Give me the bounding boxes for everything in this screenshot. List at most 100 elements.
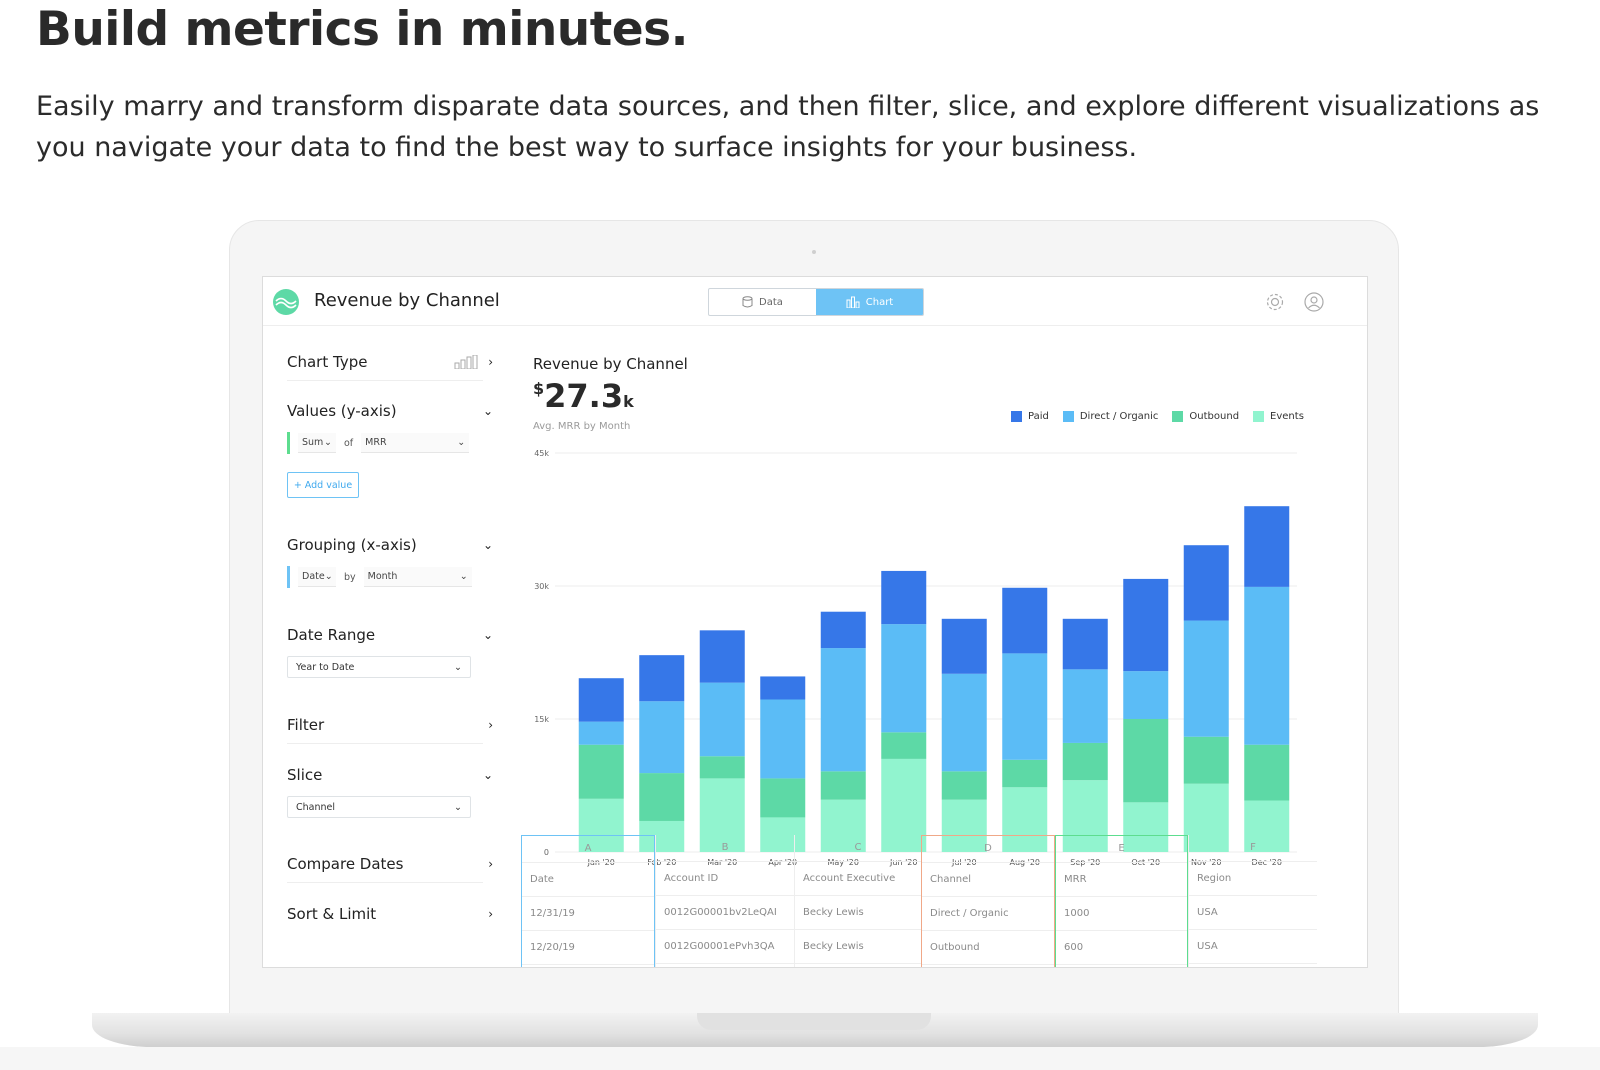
slice-select[interactable]: Channel ⌄ xyxy=(287,796,471,818)
bar-segment-outbound[interactable] xyxy=(760,778,806,818)
table-cell[interactable]: USA xyxy=(1189,896,1317,930)
slice-header[interactable]: Slice ⌄ xyxy=(287,760,493,790)
bar-segment-events[interactable] xyxy=(699,778,745,852)
table-cell[interactable]: Direct / Organic xyxy=(922,897,1054,931)
bar-segment-outbound[interactable] xyxy=(881,732,927,759)
chart-type-section[interactable]: Chart Type › xyxy=(287,347,493,377)
table-cell[interactable]: 12/20/19 xyxy=(522,931,654,965)
bar-segment-paid[interactable] xyxy=(760,676,806,700)
bar-segment-events[interactable] xyxy=(1183,783,1229,852)
bar-segment-events[interactable] xyxy=(1002,787,1048,852)
chevron-down-icon: ⌄ xyxy=(482,628,493,642)
bar-segment-paid[interactable] xyxy=(578,678,624,722)
value-field-value: MRR xyxy=(365,437,387,448)
x-tick-label: Dec '20 xyxy=(1252,858,1282,867)
bar-segment-paid[interactable] xyxy=(1062,618,1108,670)
grouping-unit-select[interactable]: Month ⌄ xyxy=(363,567,472,587)
value-accent xyxy=(287,432,290,454)
add-value-button[interactable]: + Add value xyxy=(287,472,359,498)
table-cell[interactable]: Becky Lewis xyxy=(795,930,921,964)
column-letter[interactable]: F xyxy=(1189,835,1317,862)
table-cell[interactable]: 0012G00001ePvh3QA xyxy=(656,930,794,964)
user-icon[interactable] xyxy=(1303,291,1325,313)
bar-segment-outbound[interactable] xyxy=(1183,736,1229,784)
bar-segment-outbound[interactable] xyxy=(1062,742,1108,781)
bar-segment-outbound[interactable] xyxy=(699,756,745,779)
column-letter[interactable]: B xyxy=(656,835,794,862)
bar-segment-direct-organic[interactable] xyxy=(1123,671,1169,719)
column-header[interactable]: Channel xyxy=(922,863,1054,897)
bar-segment-direct-organic[interactable] xyxy=(1062,669,1108,743)
column-header[interactable]: MRR xyxy=(1056,863,1187,897)
bar-segment-paid[interactable] xyxy=(699,630,745,683)
column-header[interactable]: Region xyxy=(1189,862,1317,896)
bar-segment-paid[interactable] xyxy=(1002,587,1048,654)
bar-segment-outbound[interactable] xyxy=(941,771,987,800)
bar-segment-direct-organic[interactable] xyxy=(820,648,866,772)
legend-label-paid: Paid xyxy=(1028,411,1049,422)
bar-segment-events[interactable] xyxy=(578,798,624,852)
bar-segment-events[interactable] xyxy=(820,799,866,852)
column-header[interactable]: Account Executive xyxy=(795,862,921,896)
bar-segment-direct-organic[interactable] xyxy=(881,624,927,733)
values-header[interactable]: Values (y-axis) ⌄ xyxy=(287,396,493,426)
legend-label-direct: Direct / Organic xyxy=(1079,411,1159,422)
bar-segment-direct-organic[interactable] xyxy=(699,682,745,757)
column-header[interactable]: Account ID xyxy=(656,862,794,896)
table-cell[interactable]: 1000 xyxy=(1056,897,1187,931)
bar-segment-direct-organic[interactable] xyxy=(1244,586,1290,745)
bar-segment-paid[interactable] xyxy=(881,570,927,625)
bar-segment-outbound[interactable] xyxy=(1244,744,1290,801)
bar-segment-events[interactable] xyxy=(1062,780,1108,852)
bar-segment-events[interactable] xyxy=(760,817,806,852)
table-cell[interactable]: 12/31/19 xyxy=(522,897,654,931)
bar-segment-paid[interactable] xyxy=(1183,545,1229,621)
table-cell[interactable]: 600 xyxy=(1056,931,1187,965)
table-cell[interactable]: Becky Lewis xyxy=(795,896,921,930)
bar-segment-paid[interactable] xyxy=(1244,506,1290,587)
bar-segment-paid[interactable] xyxy=(1123,578,1169,672)
sort-limit-section[interactable]: Sort & Limit › xyxy=(287,899,493,929)
bar-segment-direct-organic[interactable] xyxy=(941,673,987,772)
table-cell[interactable]: USA xyxy=(1189,930,1317,964)
bar-segment-events[interactable] xyxy=(639,820,685,852)
column-letter[interactable]: C xyxy=(795,835,921,862)
bar-segment-paid[interactable] xyxy=(639,655,685,702)
bar-segment-outbound[interactable] xyxy=(639,773,685,821)
column-letter[interactable]: A xyxy=(522,836,654,863)
tab-data[interactable]: Data xyxy=(709,289,816,315)
bar-segment-direct-organic[interactable] xyxy=(1183,620,1229,737)
bar-segment-paid[interactable] xyxy=(941,618,987,674)
bar-segment-direct-organic[interactable] xyxy=(760,699,806,779)
gear-icon[interactable] xyxy=(1264,291,1286,313)
x-tick-label: Apr '20 xyxy=(768,858,797,867)
bar-segment-direct-organic[interactable] xyxy=(1002,653,1048,760)
bar-segment-events[interactable] xyxy=(1244,800,1290,852)
date-range-header[interactable]: Date Range ⌄ xyxy=(287,620,493,650)
bar-segment-direct-organic[interactable] xyxy=(639,701,685,774)
grouping-field-select[interactable]: Date ⌄ xyxy=(298,567,336,587)
value-field-select[interactable]: MRR ⌄ xyxy=(361,433,470,453)
aggregation-select[interactable]: Sum ⌄ xyxy=(298,433,336,453)
tab-chart[interactable]: Chart xyxy=(816,289,923,315)
chevron-down-icon: ⌄ xyxy=(454,801,462,813)
table-cell[interactable]: 0012G00001bv2LeQAI xyxy=(656,896,794,930)
bar-segment-events[interactable] xyxy=(881,758,927,852)
bar-segment-outbound[interactable] xyxy=(1123,719,1169,803)
grouping-header[interactable]: Grouping (x-axis) ⌄ xyxy=(287,530,493,560)
bar-segment-events[interactable] xyxy=(1123,802,1169,852)
bar-segment-direct-organic[interactable] xyxy=(578,721,624,745)
column-header[interactable]: Date xyxy=(522,863,654,897)
table-cell[interactable]: Outbound xyxy=(922,931,1054,965)
legend-label-events: Events xyxy=(1270,411,1304,422)
column-letter[interactable]: E xyxy=(1056,836,1187,863)
date-range-select[interactable]: Year to Date ⌄ xyxy=(287,656,471,678)
bar-segment-outbound[interactable] xyxy=(1002,759,1048,788)
bar-segment-outbound[interactable] xyxy=(578,744,624,799)
compare-dates-section[interactable]: Compare Dates › xyxy=(287,849,493,879)
column-letter[interactable]: D xyxy=(922,836,1054,863)
bar-segment-outbound[interactable] xyxy=(820,771,866,800)
filter-section[interactable]: Filter › xyxy=(287,710,493,740)
bar-segment-events[interactable] xyxy=(941,799,987,852)
bar-segment-paid[interactable] xyxy=(820,611,866,649)
